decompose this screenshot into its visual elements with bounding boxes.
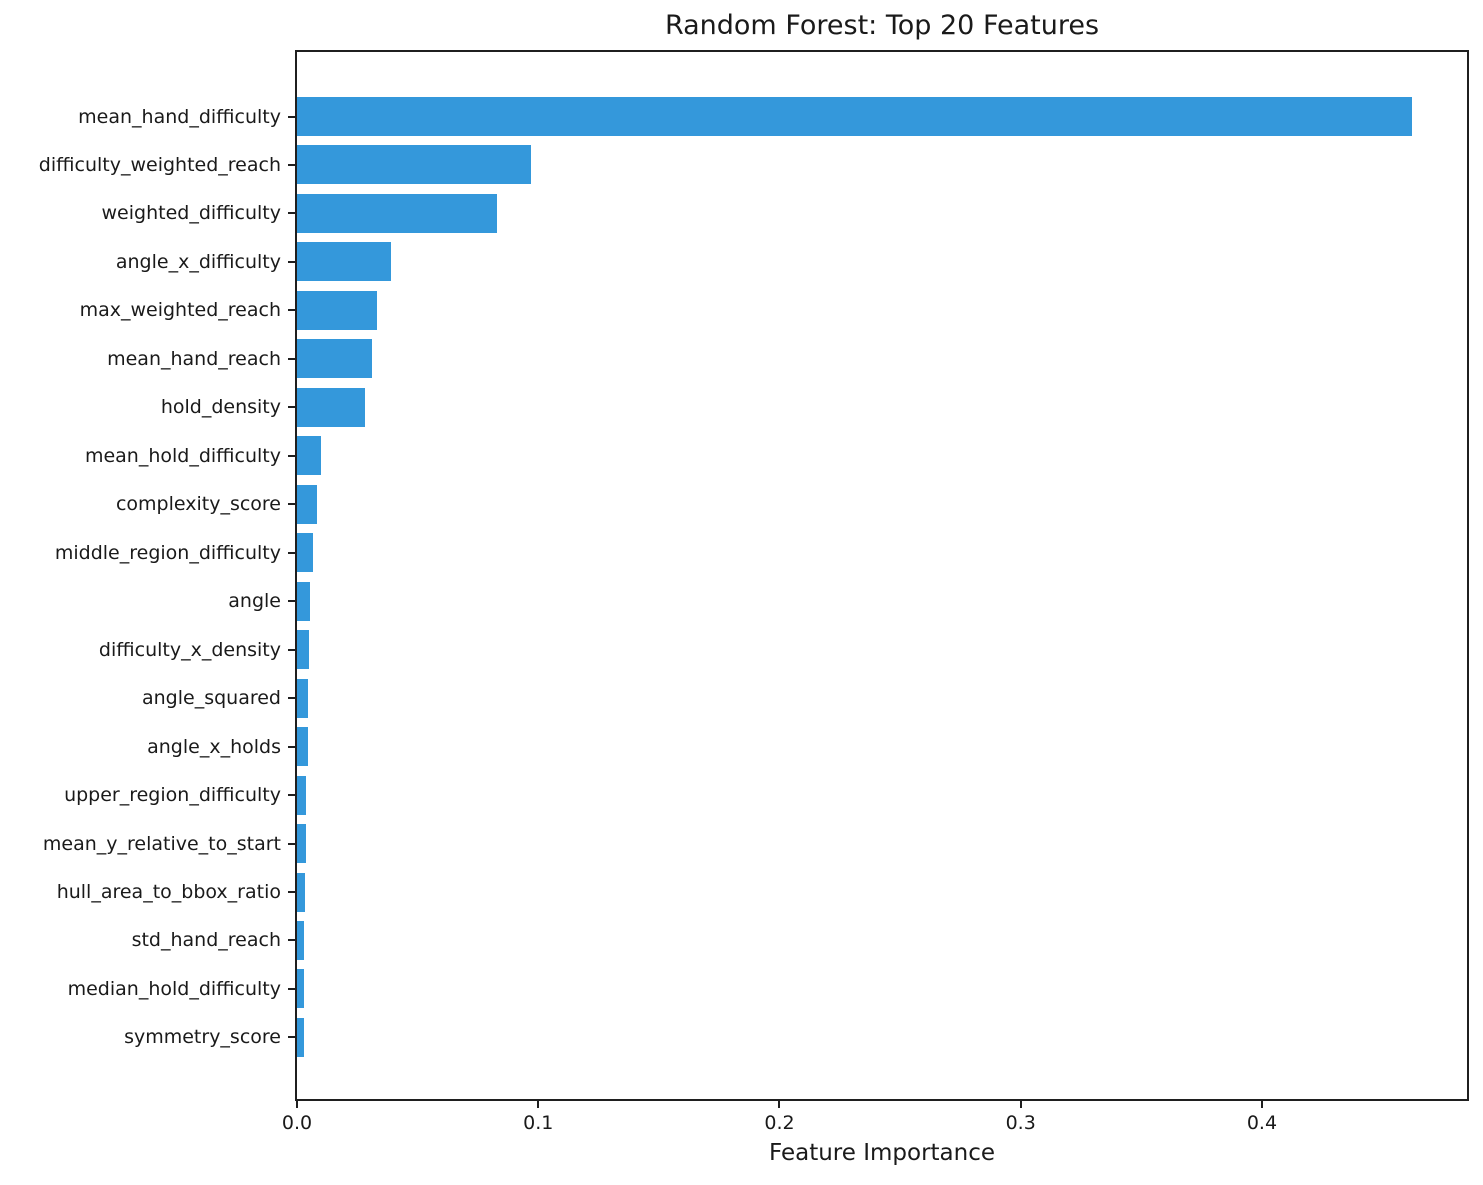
- bar: [297, 145, 531, 185]
- bar-row: mean_hand_reach: [107, 339, 1467, 379]
- y-tick-mark: [288, 503, 295, 506]
- bar: [297, 630, 310, 670]
- y-tick-label: complexity_score: [115, 493, 281, 516]
- y-tick-mark: [288, 309, 295, 312]
- bar-row: angle_squared: [142, 678, 1467, 718]
- bar-row: hold_density: [161, 387, 1467, 427]
- x-tick-mark: [537, 1101, 540, 1108]
- y-tick-label: mean_hold_difficulty: [84, 444, 281, 467]
- y-tick-label: angle_x_holds: [147, 735, 281, 758]
- bar-row: upper_region_difficulty: [64, 775, 1467, 815]
- bar: [297, 242, 392, 282]
- bar-row: difficulty_weighted_reach: [39, 145, 1467, 185]
- y-tick-mark: [288, 987, 295, 990]
- bar: [297, 339, 372, 379]
- y-tick-mark: [288, 115, 295, 118]
- bar: [297, 872, 305, 912]
- bar-row: max_weighted_reach: [80, 290, 1467, 330]
- y-tick-mark: [288, 1036, 295, 1039]
- y-tick-mark: [288, 891, 295, 893]
- bar-row: mean_hold_difficulty: [85, 436, 1467, 476]
- bar: [297, 969, 305, 1009]
- bar: [297, 533, 313, 573]
- bar: [297, 387, 365, 427]
- x-tick-label: 0.1: [523, 1112, 554, 1134]
- bar: [297, 1017, 304, 1057]
- bar: [297, 97, 1412, 136]
- bar-row: angle_x_holds: [147, 727, 1467, 767]
- y-tick-mark: [288, 551, 295, 554]
- y-tick-label: angle_x_difficulty: [115, 250, 281, 273]
- bar: [297, 436, 322, 476]
- bar-row: difficulty_x_density: [99, 630, 1467, 670]
- y-tick-label: hull_area_to_bbox_ratio: [56, 881, 281, 903]
- y-tick-mark: [288, 794, 295, 797]
- x-tick-label: 0.0: [281, 1112, 313, 1134]
- y-tick-label: mean_hand_difficulty: [78, 105, 281, 128]
- y-tick-mark: [288, 260, 295, 263]
- bar: [297, 775, 307, 815]
- bar-row: hull_area_to_bbox_ratio: [57, 872, 1467, 912]
- plot-area: mean_hand_difficulty difficulty_weighted_…: [39, 50, 1469, 1101]
- y-tick-label: angle_squared: [141, 687, 281, 710]
- y-tick-mark: [288, 600, 295, 603]
- chart-title: Random Forest: Top 20 Features: [664, 10, 1100, 41]
- bar: [297, 193, 498, 233]
- y-tick-mark: [288, 454, 295, 457]
- bar: [297, 824, 306, 864]
- bar-row: middle_region_difficulty: [55, 533, 1467, 573]
- y-tick-label: median_hold_difficulty: [67, 977, 281, 1000]
- y-tick-label: difficulty_x_density: [98, 638, 281, 661]
- x-axis-label: Feature Importance: [768, 1140, 996, 1166]
- bar-row: weighted_difficulty: [102, 193, 1467, 233]
- x-tick-label: 0.2: [764, 1112, 795, 1134]
- x-tick-label: 0.3: [1005, 1112, 1036, 1134]
- y-tick-label: difficulty_weighted_reach: [38, 153, 281, 176]
- y-tick-mark: [288, 745, 295, 748]
- y-tick-mark: [288, 842, 295, 845]
- y-tick-label: max_weighted_reach: [79, 299, 281, 322]
- x-tick-label: 0.4: [1246, 1112, 1278, 1134]
- y-tick-label: mean_hand_reach: [107, 347, 281, 370]
- y-tick-mark: [288, 939, 295, 942]
- bar-row: std_hand_reach: [132, 920, 1467, 960]
- x-tick-mark: [1260, 1101, 1263, 1108]
- x-tick-mark: [778, 1101, 781, 1108]
- bar: [297, 727, 308, 767]
- y-tick-mark: [288, 212, 295, 215]
- bar-row: angle_x_difficulty: [116, 242, 1467, 282]
- bar: [297, 920, 305, 960]
- y-tick-label: std_hand_reach: [131, 929, 281, 952]
- x-axis: 0.0 0.1 0.2 0.3 0.4: [282, 1101, 1467, 1161]
- bar: [297, 290, 377, 330]
- bar-row: symmetry_score: [124, 1017, 1467, 1057]
- y-tick-label: hold_density: [160, 396, 281, 419]
- bar-row: complexity_score: [116, 484, 1467, 524]
- y-tick-label: weighted_difficulty: [101, 202, 281, 225]
- y-tick-label: upper_region_difficulty: [64, 784, 281, 807]
- x-tick-mark: [296, 1101, 298, 1108]
- y-tick-mark: [288, 163, 295, 166]
- y-tick-mark: [288, 406, 295, 409]
- y-tick-mark: [288, 648, 295, 651]
- y-tick-mark: [288, 697, 295, 700]
- bar: [297, 678, 309, 718]
- y-tick-mark: [288, 357, 295, 360]
- bar: [297, 581, 310, 621]
- bar-row: mean_y_relative_to_start: [43, 824, 1467, 864]
- y-tick-label: middle_region_difficulty: [54, 541, 281, 564]
- bar-row: mean_hand_difficulty: [78, 97, 1467, 136]
- y-tick-label: angle: [228, 590, 281, 613]
- y-tick-label: mean_y_relative_to_start: [42, 832, 281, 855]
- y-tick-label: symmetry_score: [124, 1026, 281, 1049]
- bar-rows: mean_hand_difficulty difficulty_weighted_…: [39, 52, 1467, 1099]
- bar: [297, 484, 317, 524]
- x-tick-mark: [1019, 1101, 1022, 1108]
- bar-row: angle: [228, 581, 1467, 621]
- bar-row: median_hold_difficulty: [68, 969, 1467, 1009]
